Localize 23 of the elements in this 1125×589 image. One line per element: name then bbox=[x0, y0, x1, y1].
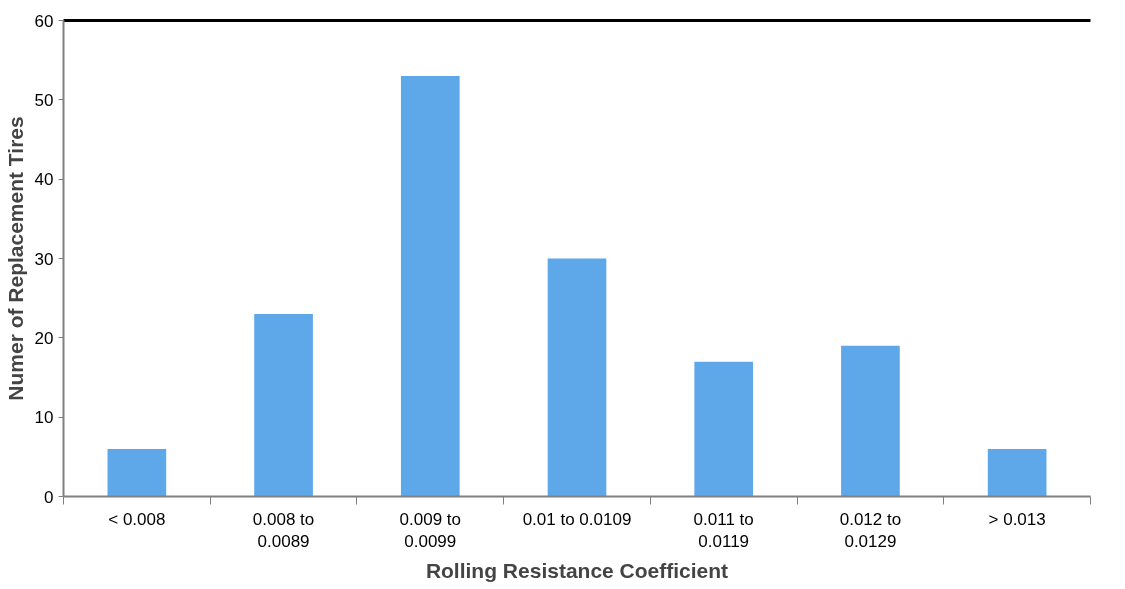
y-tick-label: 20 bbox=[34, 328, 54, 348]
bar bbox=[694, 361, 754, 497]
y-tick-label: 40 bbox=[34, 170, 54, 190]
y-tick-label: 30 bbox=[34, 249, 54, 269]
x-tick-label: < 0.008 bbox=[108, 509, 166, 529]
x-tick-label: > 0.013 bbox=[988, 509, 1046, 529]
bar bbox=[547, 258, 607, 497]
x-axis-title: Rolling Resistance Coefficient bbox=[425, 559, 729, 583]
y-tick-label: 60 bbox=[34, 11, 54, 31]
bar bbox=[107, 448, 167, 497]
bar bbox=[987, 448, 1047, 497]
y-tick-label: 10 bbox=[34, 408, 54, 428]
x-tick-label: 0.009 to 0.0099 bbox=[399, 509, 462, 552]
y-tick-label: 0 bbox=[44, 487, 54, 507]
y-axis-title: Numer of Replacement Tires bbox=[3, 116, 27, 401]
x-tick-label: 0.01 to 0.0109 bbox=[522, 509, 632, 529]
x-tick-label: 0.012 to 0.0129 bbox=[839, 509, 902, 552]
x-tick-label: 0.008 to 0.0089 bbox=[252, 509, 315, 552]
bar bbox=[400, 76, 460, 497]
bar bbox=[841, 345, 900, 497]
bar bbox=[254, 314, 313, 497]
y-tick-label: 50 bbox=[34, 90, 54, 110]
x-tick-label: 0.011 to 0.0119 bbox=[693, 509, 754, 552]
